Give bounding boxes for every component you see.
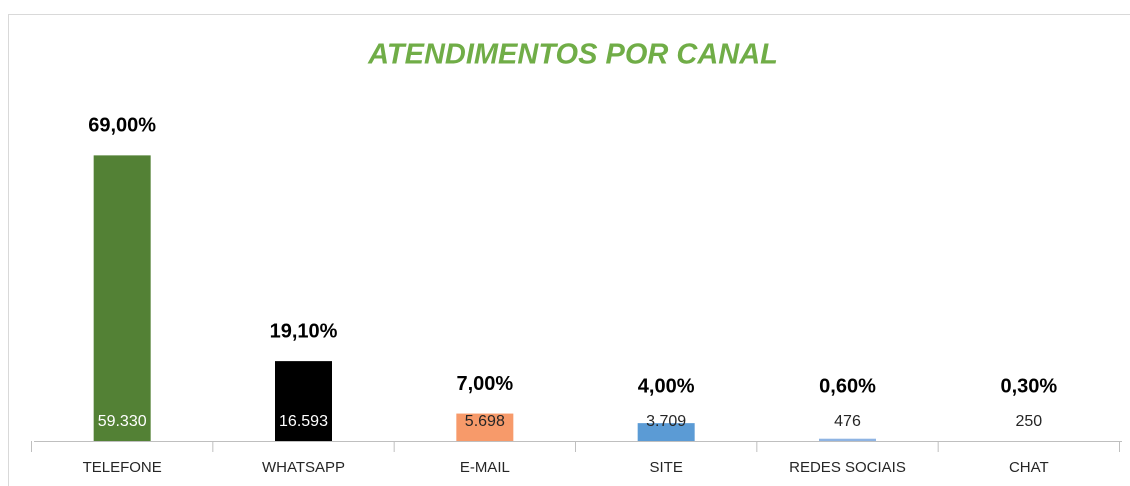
x-tick-label: E-MAIL [460,459,510,476]
x-tick-label: REDES SOCIAIS [789,459,906,476]
value-label: 59.330 [98,413,147,430]
share-label: 0,60% [819,375,876,397]
share-label: 4,00% [638,375,695,397]
bar [637,423,695,441]
x-tick-label: TELEFONE [83,459,162,476]
value-label: 5.698 [465,413,505,430]
bar [456,413,514,441]
value-label: 3.709 [646,413,686,430]
value-label: 250 [1015,413,1042,430]
share-label: 69,00% [88,115,156,137]
bar [275,361,332,441]
share-label: 19,10% [270,320,338,342]
share-label: 0,30% [1000,375,1057,397]
chart-border [8,14,1130,486]
value-label: 16.593 [279,413,328,430]
bar [819,438,876,441]
bar [1000,439,1058,441]
x-tick-label: SITE [649,459,682,476]
x-tick-label: CHAT [1009,459,1049,476]
bar [93,155,151,442]
chart-title: ATENDIMENTOS POR CANAL [367,39,778,71]
x-tick-label: WHATSAPP [262,459,345,476]
share-label: 7,00% [456,373,513,395]
value-label: 476 [834,413,861,430]
